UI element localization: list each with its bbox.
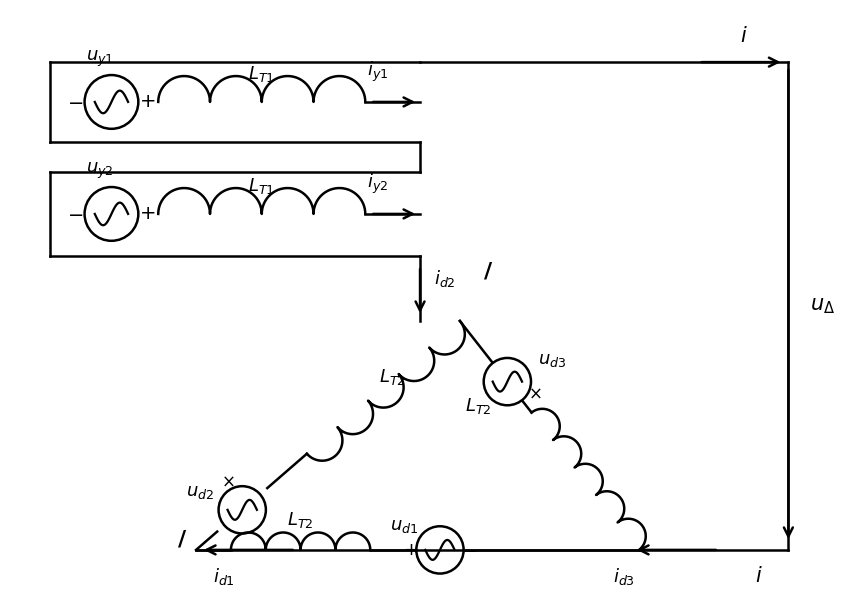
Text: $i$: $i$ xyxy=(754,566,762,586)
Text: $L_{T2}$: $L_{T2}$ xyxy=(287,510,314,530)
Text: $-$: $-$ xyxy=(67,92,84,111)
Text: $i_{d2}$: $i_{d2}$ xyxy=(434,268,456,289)
Text: $\times$: $\times$ xyxy=(222,473,235,491)
Text: $i_{d1}$: $i_{d1}$ xyxy=(213,566,235,587)
Text: /: / xyxy=(483,261,492,281)
Text: $+$: $+$ xyxy=(403,541,418,559)
Text: $+$: $+$ xyxy=(139,205,155,224)
Text: $L_{T2}$: $L_{T2}$ xyxy=(465,395,491,416)
Text: $+$: $+$ xyxy=(139,92,155,111)
Text: $L_{T1}$: $L_{T1}$ xyxy=(249,176,275,196)
Text: $i_{y1}$: $i_{y1}$ xyxy=(367,60,387,84)
Text: $-$: $-$ xyxy=(462,541,477,559)
Text: $u_{d2}$: $u_{d2}$ xyxy=(186,483,215,501)
Text: $-$: $-$ xyxy=(67,205,84,224)
Text: $i_{y2}$: $i_{y2}$ xyxy=(367,172,387,196)
Text: $L_{T1}$: $L_{T1}$ xyxy=(249,64,275,84)
Text: $u_{\Delta}$: $u_{\Delta}$ xyxy=(810,296,835,316)
Text: /: / xyxy=(178,530,186,550)
Text: $i_{d3}$: $i_{d3}$ xyxy=(613,566,635,587)
Text: $L_{T2}$: $L_{T2}$ xyxy=(379,367,406,387)
Text: $i$: $i$ xyxy=(740,26,747,46)
Text: $u_{y2}$: $u_{y2}$ xyxy=(85,161,113,181)
Text: $u_{d1}$: $u_{d1}$ xyxy=(390,517,419,535)
Text: $u_{d3}$: $u_{d3}$ xyxy=(538,351,566,369)
Text: $\times$: $\times$ xyxy=(528,384,542,403)
Text: $u_{y1}$: $u_{y1}$ xyxy=(85,49,113,69)
